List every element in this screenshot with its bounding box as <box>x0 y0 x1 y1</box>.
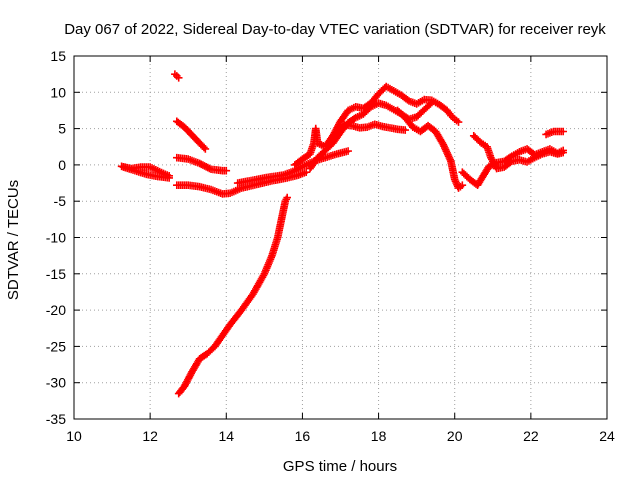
y-tick-label: -10 <box>46 230 66 246</box>
series-arc-l <box>393 106 467 192</box>
series-arc-h <box>174 193 291 398</box>
y-tick-label: 5 <box>58 121 66 137</box>
plot-frame <box>73 55 608 420</box>
x-tick-label: 20 <box>447 428 463 444</box>
series-arc-c <box>171 70 183 82</box>
series-arc-e <box>172 153 231 175</box>
y-tick-label: 10 <box>50 84 66 100</box>
x-tick-label: 10 <box>66 428 82 444</box>
data-point <box>174 73 183 82</box>
data-point <box>344 147 352 155</box>
chart-title: Day 067 of 2022, Sidereal Day-to-day VTE… <box>64 21 606 38</box>
y-tick-label: 0 <box>58 157 66 173</box>
series-arc-k <box>332 120 410 139</box>
y-axis-title: SDTVAR / TECUs <box>5 180 22 300</box>
x-tick-label: 18 <box>371 428 387 444</box>
data-point <box>454 118 463 126</box>
data-point <box>559 148 568 157</box>
series-arc-j <box>306 98 436 173</box>
series-arc-o <box>542 127 568 139</box>
data-point <box>201 145 210 153</box>
y-tick-label: -30 <box>46 375 66 391</box>
x-tick-label: 22 <box>523 428 539 444</box>
y-tick-label: -5 <box>54 193 67 209</box>
x-axis-title: GPS time / hours <box>283 458 397 475</box>
series-arc-n <box>469 132 568 173</box>
data-point <box>428 98 436 107</box>
series-arc-d <box>172 117 210 153</box>
y-tick-label: -20 <box>46 302 66 318</box>
y-tick-label: -35 <box>46 411 66 427</box>
data-point <box>302 168 311 176</box>
y-tick-label: -15 <box>46 266 66 282</box>
data-point <box>165 174 173 182</box>
x-tick-label: 16 <box>295 428 311 444</box>
data-point <box>222 166 231 175</box>
data-points <box>117 70 568 398</box>
series-arc-f <box>172 168 311 198</box>
series-arc-b <box>119 163 173 182</box>
data-point <box>283 193 291 202</box>
series-arc-g <box>233 147 352 187</box>
axis-ticks: 10 12 14 16 18 20 22 24 15 10 5 0 -5 -10 -15 -20 -25 -30 -… <box>46 48 615 444</box>
y-tick-label: -25 <box>46 338 66 354</box>
grid <box>74 56 607 419</box>
x-tick-label: 12 <box>142 428 158 444</box>
data-point <box>401 126 410 134</box>
data-point <box>458 181 467 190</box>
y-tick-label: 15 <box>50 48 66 64</box>
x-tick-label: 24 <box>599 428 615 444</box>
x-tick-label: 14 <box>218 428 234 444</box>
data-point <box>559 127 568 136</box>
